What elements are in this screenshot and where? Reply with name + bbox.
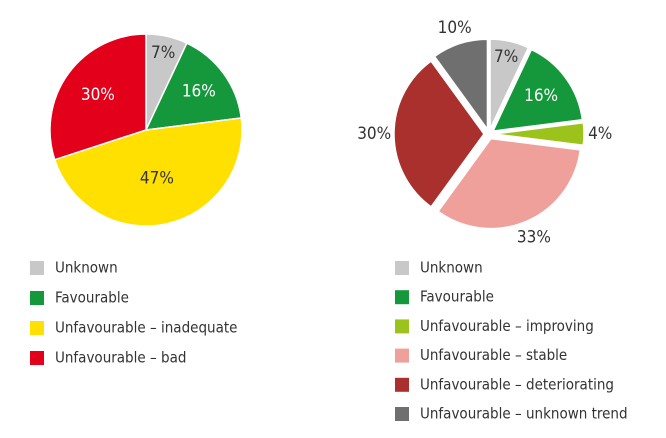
legend-swatch [30, 321, 44, 335]
legend-label: Unknown [420, 259, 483, 277]
pie-slice [393, 60, 485, 208]
value-label: 16% [524, 86, 558, 106]
legend-label: Unfavourable – improving [420, 317, 594, 335]
value-label: 4% [588, 124, 612, 144]
legend-swatch [395, 348, 409, 363]
pie-slice [437, 137, 582, 230]
value-label: 10% [438, 18, 472, 38]
legend-swatch [395, 377, 409, 392]
pie-slice [493, 121, 585, 147]
value-label: 7% [494, 47, 518, 67]
value-label: 7% [151, 43, 175, 63]
pie-slice [489, 38, 530, 130]
legend-label: Unknown [55, 259, 118, 277]
pie-slice [491, 48, 584, 132]
legend-swatch [30, 261, 44, 275]
legend-swatch [395, 290, 409, 305]
value-label: 16% [182, 82, 216, 102]
value-label: 47% [140, 169, 174, 189]
legend-swatch [30, 291, 44, 305]
legend-swatch [395, 261, 409, 275]
value-label: 30% [357, 124, 391, 144]
value-label: 30% [81, 85, 115, 105]
legend-label: Unfavourable – inadequate [55, 319, 237, 337]
pie-slice [433, 38, 489, 132]
legend-label: Unfavourable – deteriorating [420, 375, 614, 393]
value-label: 33% [517, 228, 551, 248]
legend-swatch [30, 351, 44, 365]
legend-swatch [395, 407, 409, 421]
pie-slice [49, 33, 147, 161]
legend-label: Favourable [420, 288, 494, 306]
legend-label: Unfavourable – unknown trend [420, 405, 628, 423]
legend-label: Unfavourable – stable [420, 346, 567, 364]
pie-slice [144, 42, 243, 131]
legend-label: Unfavourable – bad [55, 349, 186, 367]
legend-swatch [395, 319, 409, 334]
legend-label: Favourable [55, 289, 129, 307]
